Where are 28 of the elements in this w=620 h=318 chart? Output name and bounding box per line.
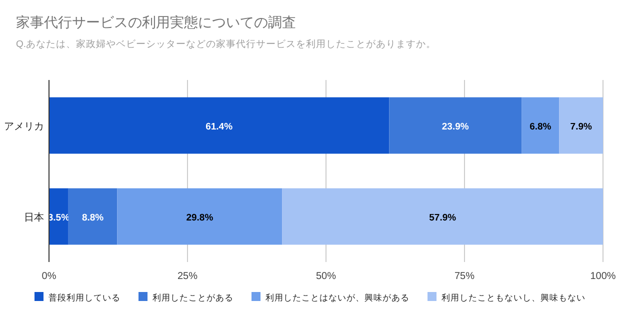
legend-label: 利用したことはないが、興味がある (266, 292, 410, 302)
chart-subtitle: Q.あなたは、家政婦やベビーシッターなどの家事代行サービスを利用したことがありますか。 (16, 38, 436, 50)
x-tick-label: 75% (454, 271, 475, 282)
bar (389, 97, 522, 154)
data-label: 29.8% (186, 212, 214, 224)
x-tick-label: 25% (177, 271, 198, 282)
x-tick-label: 50% (316, 271, 336, 282)
data-label: 57.9% (429, 212, 457, 224)
bar (282, 188, 603, 245)
bar (49, 188, 68, 245)
legend-label: 普段利用している (48, 292, 120, 302)
data-label: 8.8% (82, 212, 104, 224)
data-label: 6.8% (530, 122, 552, 132)
data-label: 61.4% (206, 122, 234, 132)
y-tick-label: 日本 (24, 212, 44, 224)
legend-label: 利用したこともないし、興味もない (442, 292, 586, 302)
bar (68, 188, 118, 245)
bar (117, 188, 282, 245)
chart-title: 家事代行サービスの利用実態についての調査 (16, 14, 296, 30)
x-tick-label: 0% (42, 271, 56, 282)
bar (559, 97, 603, 154)
legend-label: 利用したことがある (152, 292, 234, 302)
data-label: 7.9% (570, 122, 592, 132)
bar (522, 97, 560, 154)
x-tick-label: 100% (590, 271, 616, 282)
y-tick-label: アメリカ (4, 122, 44, 132)
bar (49, 97, 390, 154)
data-label: 23.9% (442, 122, 470, 132)
